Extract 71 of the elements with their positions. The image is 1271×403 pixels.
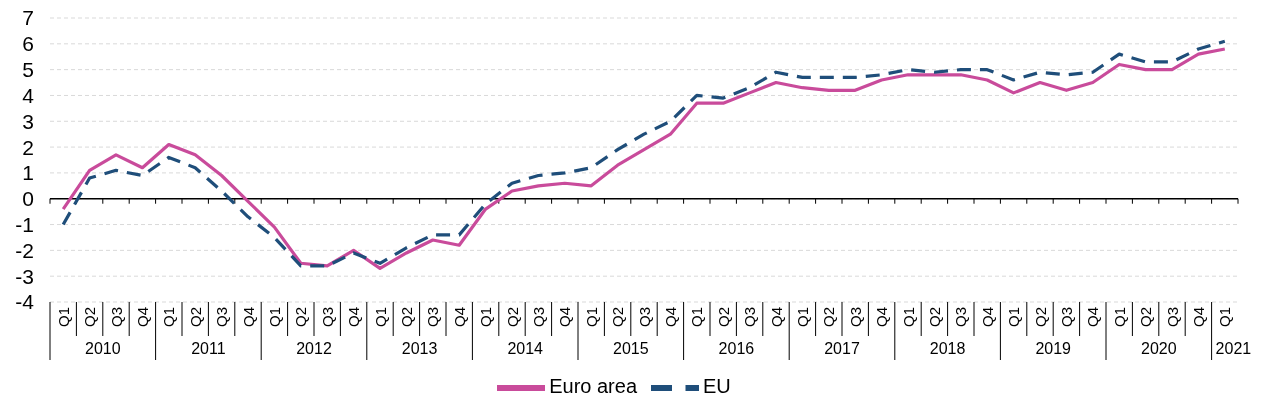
- x-tick-label: Q2: [186, 307, 204, 328]
- y-tick-label: 6: [22, 32, 34, 56]
- text: 2012: [296, 340, 332, 357]
- y-tick-label: -2: [15, 238, 34, 262]
- x-tick-label: Q4: [1084, 307, 1102, 328]
- x-tick-label: Q3: [635, 307, 653, 328]
- x-tick-label: Q2: [1031, 307, 1049, 328]
- text: 2013: [401, 340, 438, 357]
- x-tick-label: Q4: [556, 307, 574, 328]
- text: 2014: [507, 340, 544, 357]
- x-tick-label: Q2: [609, 307, 627, 328]
- x-tick-label: Q2: [1137, 307, 1155, 328]
- x-tick-label: Q1: [688, 307, 706, 328]
- x-tick-label: Q3: [952, 307, 970, 328]
- text: 2016: [718, 340, 755, 357]
- x-tick-label: Q4: [450, 307, 468, 328]
- x-tick-label: Q3: [846, 307, 864, 328]
- x-tick-label: Q3: [741, 307, 759, 328]
- text: 2011: [191, 340, 226, 357]
- y-tick-label: 3: [22, 109, 34, 133]
- x-tick-label: Q4: [1189, 307, 1207, 328]
- y-tick-label: 7: [22, 6, 34, 30]
- x-tick-label: Q1: [899, 307, 917, 328]
- y-tick-label: 1: [22, 161, 34, 185]
- x-tick-label: Q1: [1216, 307, 1234, 328]
- x-tick-label: Q4: [239, 307, 257, 328]
- text: 2019: [1035, 340, 1072, 357]
- x-tick-label: Q3: [1057, 307, 1075, 328]
- text: 2020: [1141, 340, 1177, 357]
- y-tick-label: -3: [15, 264, 34, 288]
- x-tick-label: Q3: [107, 307, 125, 328]
- x-tick-label: Q3: [1163, 307, 1181, 328]
- y-tick-label: -4: [15, 290, 35, 314]
- text: 2010: [85, 340, 121, 357]
- x-tick-label: Q2: [397, 307, 415, 328]
- x-tick-label: Q4: [767, 307, 785, 328]
- x-tick-label: Q1: [265, 307, 283, 328]
- y-tick-label: 0: [22, 187, 34, 211]
- y-tick-label: 4: [22, 83, 35, 107]
- legend-label: Euro area: [549, 375, 638, 398]
- x-tick-label: Q2: [81, 307, 99, 328]
- x-tick-label: Q4: [978, 307, 996, 328]
- x-tick-label: Q3: [529, 307, 547, 328]
- x-tick-label: Q1: [477, 307, 495, 328]
- x-tick-label: Q4: [661, 307, 679, 328]
- x-tick-label: Q1: [793, 307, 811, 328]
- x-tick-label: Q2: [925, 307, 943, 328]
- x-tick-label: Q3: [213, 307, 231, 328]
- text: 2017: [824, 340, 860, 357]
- x-tick-label: Q1: [1110, 307, 1128, 328]
- x-tick-label: Q4: [345, 307, 363, 328]
- x-tick-label: Q4: [873, 307, 891, 328]
- y-tick-label: 2: [22, 135, 34, 159]
- x-tick-label: Q4: [133, 307, 151, 328]
- text: 2018: [929, 340, 966, 357]
- x-tick-label: Q1: [371, 307, 389, 328]
- x-tick-label: Q1: [1005, 307, 1023, 328]
- text: 2015: [613, 340, 649, 357]
- y-tick-label: -1: [15, 213, 34, 236]
- x-tick-label: Q3: [424, 307, 442, 328]
- x-tick-label: Q1: [582, 307, 600, 328]
- legend-label: EU: [703, 375, 731, 398]
- x-tick-label: Q2: [714, 307, 732, 328]
- x-tick-label: Q1: [160, 307, 178, 328]
- y-tick-label: 5: [22, 58, 34, 82]
- x-tick-label: Q3: [318, 307, 336, 328]
- x-tick-label: Q2: [292, 307, 310, 328]
- x-tick-label: Q2: [503, 307, 521, 328]
- x-tick-label: Q1: [54, 307, 72, 328]
- x-tick-label: Q2: [820, 307, 838, 328]
- text: 2021: [1215, 340, 1252, 357]
